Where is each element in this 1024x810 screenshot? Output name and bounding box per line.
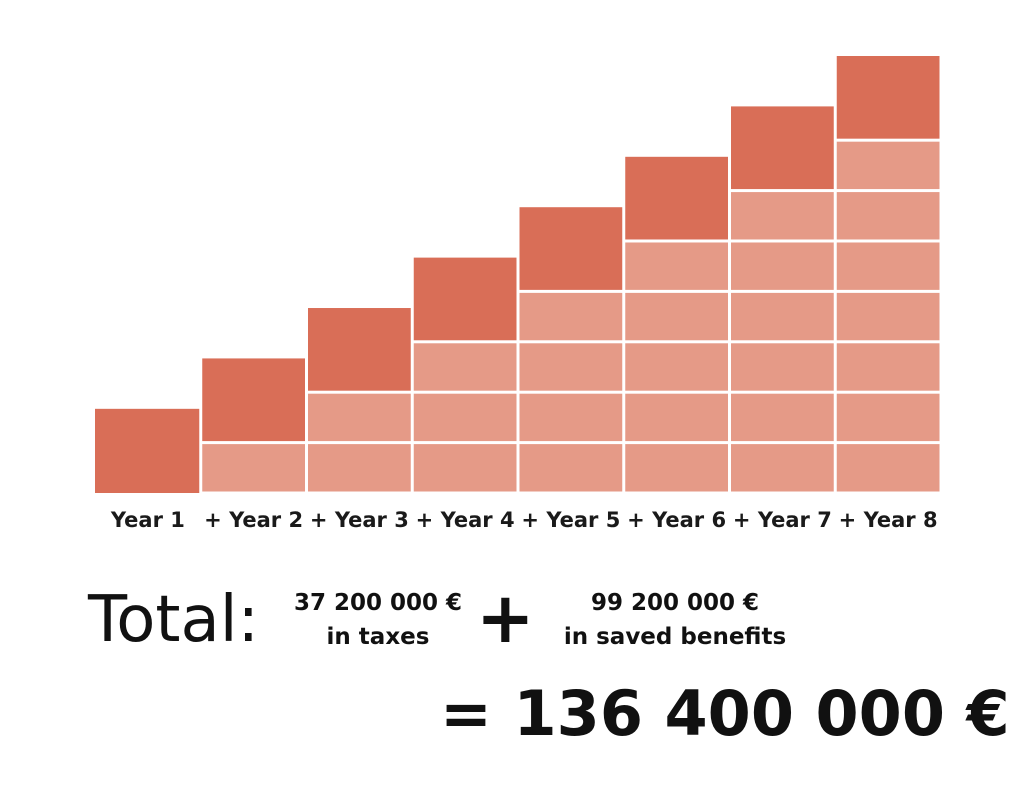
bar-block-prior xyxy=(731,192,834,240)
bar-block-prior xyxy=(836,192,940,240)
bar-block-prior xyxy=(836,292,940,341)
x-tick-label: + Year 8 xyxy=(838,508,938,532)
x-tick-label: Year 1 xyxy=(110,508,185,532)
plus-sign: + xyxy=(476,577,535,659)
bar-block-prior xyxy=(308,393,411,442)
bar-block-current xyxy=(731,106,834,190)
bar-block-prior xyxy=(413,343,517,391)
bar-block-prior xyxy=(731,343,834,391)
bar-block-prior xyxy=(625,343,728,391)
staircase-chart xyxy=(95,56,940,493)
bar-block-prior xyxy=(519,343,623,391)
x-tick-label: + Year 2 xyxy=(204,508,304,532)
bar-block-current xyxy=(519,207,623,290)
x-tick-label: + Year 3 xyxy=(309,508,409,532)
bar-block-prior xyxy=(202,444,305,492)
total-label: Total: xyxy=(88,583,260,657)
bar-block-prior xyxy=(836,444,940,492)
benefits-amount: 99 200 000 € xyxy=(590,590,760,616)
taxes-caption: in taxes xyxy=(326,624,430,650)
bar-block-prior xyxy=(731,444,834,492)
bar-block-current xyxy=(202,358,305,442)
bar-block-prior xyxy=(413,393,517,442)
bar-block-prior xyxy=(625,242,728,290)
bar-block-prior xyxy=(519,444,623,492)
bar-block-current xyxy=(95,408,200,493)
bar-block-prior xyxy=(731,393,834,442)
bar-block-prior xyxy=(519,393,623,442)
x-tick-label: + Year 5 xyxy=(521,508,621,532)
x-tick-label: + Year 4 xyxy=(415,508,515,532)
bar-block-prior xyxy=(836,393,940,442)
bar-block-prior xyxy=(836,141,940,190)
bar-block-prior xyxy=(519,292,623,341)
taxes-group: 37 200 000 € in taxes xyxy=(268,586,488,654)
bar-block-current xyxy=(625,156,728,240)
x-tick-label: + Year 6 xyxy=(627,508,727,532)
taxes-amount: 37 200 000 € xyxy=(293,590,463,616)
bar-block-current xyxy=(413,257,517,341)
bar-block-prior xyxy=(731,292,834,341)
grand-total: = 136 400 000 € xyxy=(440,677,1010,750)
x-tick-label: + Year 7 xyxy=(732,508,832,532)
bar-block-prior xyxy=(413,444,517,492)
bar-block-current xyxy=(308,308,411,391)
bar-block-prior xyxy=(625,393,728,442)
bar-block-prior xyxy=(836,242,940,290)
bar-block-prior xyxy=(731,242,834,290)
bar-block-prior xyxy=(625,292,728,341)
bar-block-prior xyxy=(625,444,728,492)
bar-block-prior xyxy=(836,343,940,391)
bar-block-current xyxy=(836,56,940,139)
benefits-group: 99 200 000 € in saved benefits xyxy=(545,586,805,654)
benefits-caption: in saved benefits xyxy=(563,624,787,650)
bar-block-prior xyxy=(308,444,411,492)
